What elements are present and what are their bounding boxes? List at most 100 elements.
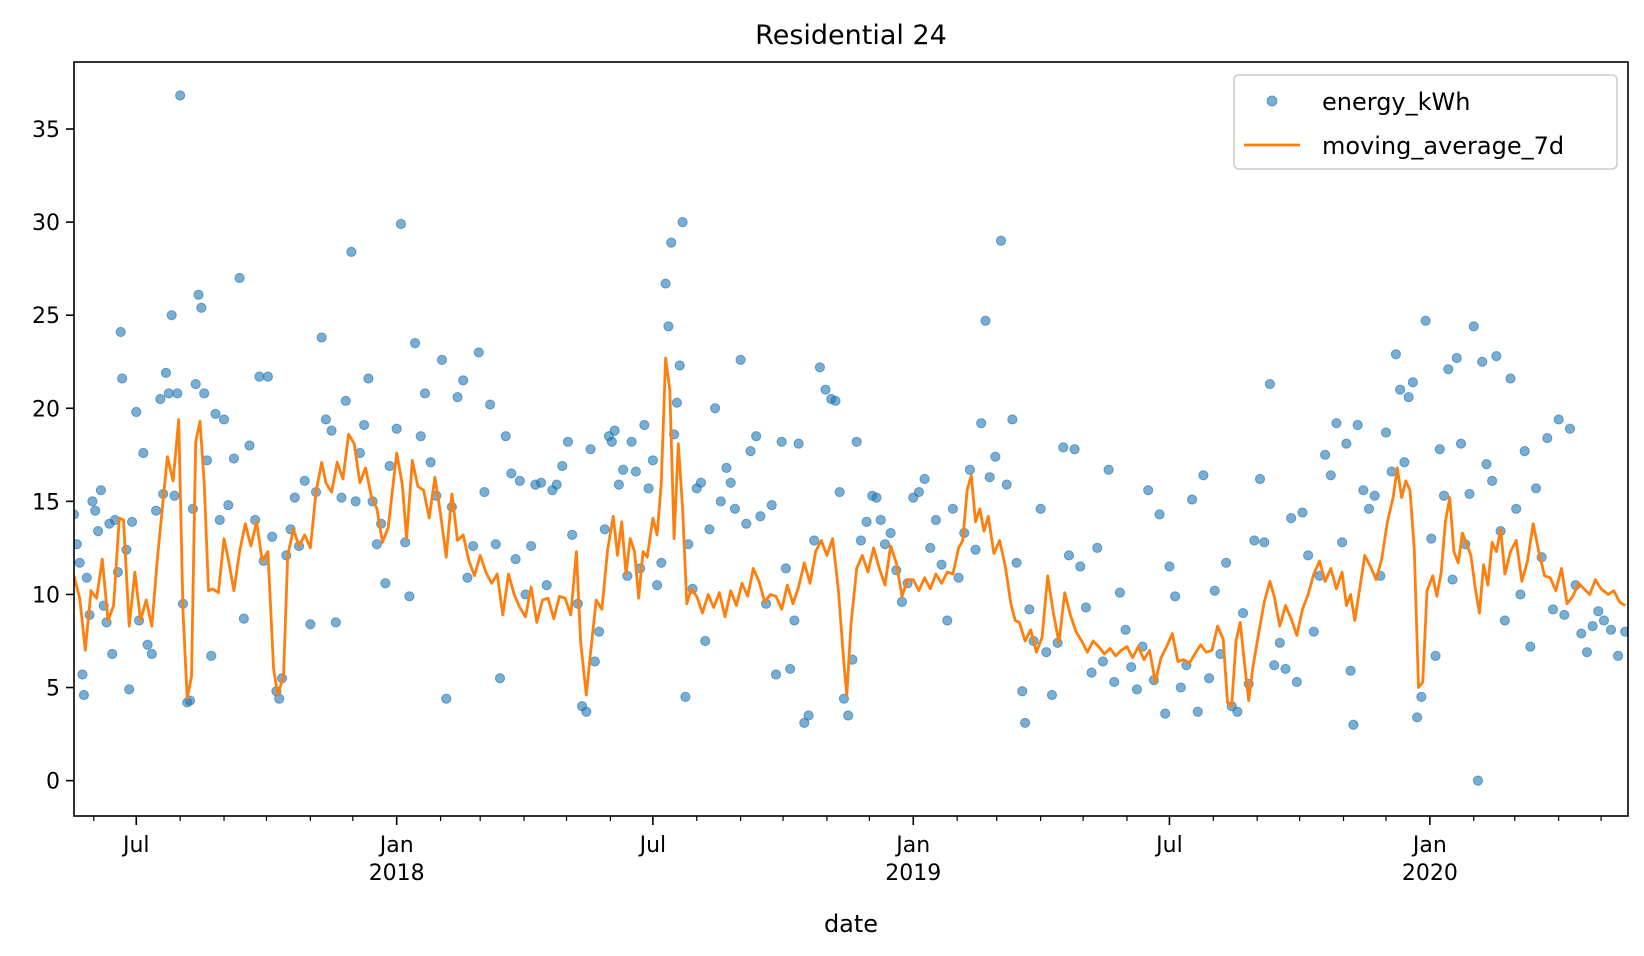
data-point [953,572,964,583]
data-point [913,486,925,498]
data-point [425,457,436,468]
data-point [87,496,98,507]
data-point [995,235,1007,246]
data-point [117,373,128,384]
data-point [1358,485,1369,496]
data-point [206,650,217,661]
data-point [663,321,674,332]
data-point [305,619,316,630]
data-point [647,455,658,466]
data-point [843,710,854,721]
data-point [1269,660,1280,671]
data-point [1308,626,1319,637]
data-point [1487,475,1498,486]
data-point [1249,535,1260,546]
data-point [1386,466,1397,477]
data-point [244,440,255,451]
data-point [1407,377,1418,388]
data-point [1103,464,1114,475]
data-point [175,90,186,101]
data-point [1525,641,1536,652]
data-point [751,431,762,442]
data-point [803,710,814,721]
data-point [363,373,374,384]
series-line-moving-average [74,356,1626,708]
data-point [1120,624,1131,635]
data-point [90,505,101,516]
data-point [214,514,225,526]
x-axis-label: date [824,910,878,938]
data-point [415,431,426,442]
data-point [1455,438,1467,449]
data-point [1007,414,1018,425]
data-point [1303,550,1314,561]
data-point [704,524,715,535]
data-point [609,425,620,436]
data-point [1348,719,1359,730]
data-point [680,691,691,702]
data-point [115,326,126,338]
data-point [330,617,341,628]
legend: energy_kWh moving_average_7d [1233,74,1618,170]
data-point [606,436,617,447]
data-point [1587,621,1598,632]
data-point [1297,507,1308,518]
data-point [562,436,574,447]
data-point [1505,373,1516,384]
data-point [879,539,891,550]
data-point [1254,473,1266,485]
y-tick-label: 0 [46,770,60,795]
data-point [1612,650,1624,661]
data-point [541,580,552,591]
data-point [618,464,629,475]
data-point [400,537,411,548]
data-point [766,499,777,511]
data-point [710,403,721,414]
data-point [1420,315,1431,326]
data-point [74,557,85,568]
data-point [896,596,908,608]
data-point [1058,442,1069,453]
data-point [490,539,501,550]
data-point [1511,503,1522,514]
data-point [1363,503,1375,514]
data-point [1434,444,1445,455]
data-point [371,539,382,550]
data-point [380,578,391,589]
data-point [1035,503,1046,514]
data-point [875,514,886,526]
data-point [745,446,756,457]
data-point [1131,684,1142,695]
data-point [172,388,183,399]
data-point [930,514,942,526]
data-point [652,580,663,591]
data-point [1264,378,1276,390]
x-tick-label: Jul [638,833,667,858]
data-point [395,218,407,230]
data-point [320,414,332,425]
data-point [187,503,198,514]
data-point [1390,349,1401,360]
data-point [1352,419,1363,431]
data-point [163,388,174,399]
data-point [190,378,201,390]
data-point [95,485,106,496]
data-point [92,526,104,537]
data-point [741,518,752,529]
data-point [107,648,118,660]
data-point [193,289,204,300]
data-point [729,503,741,514]
data-point [656,557,667,568]
data-point [793,438,804,449]
data-point [1126,661,1137,673]
data-point [1345,665,1356,676]
data-point [1019,717,1031,729]
data-point [700,635,711,647]
data-point [725,477,736,488]
data-point [666,237,677,248]
data-point [1209,585,1220,596]
data-point [138,447,149,459]
data-point [1114,587,1126,598]
data-point [599,524,610,535]
data-point [1337,537,1348,548]
